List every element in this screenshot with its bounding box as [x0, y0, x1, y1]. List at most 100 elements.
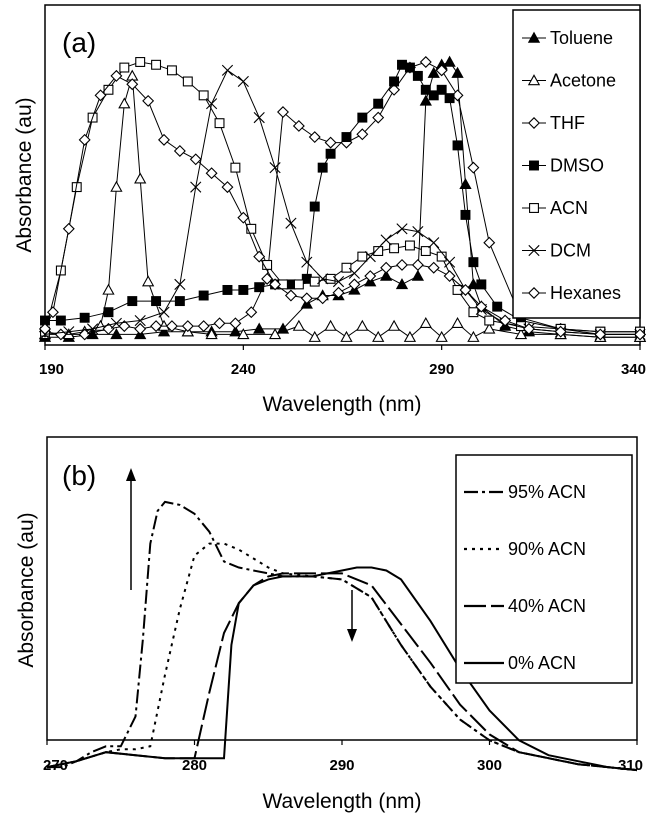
legend-label: 40% ACN — [508, 596, 586, 616]
panel-b-x-ticks: 270 280 290 300 310 — [43, 740, 643, 774]
legend-item-40-acn: 40% ACN — [464, 596, 586, 616]
data-point-acn — [166, 65, 177, 76]
data-point-hexanes — [142, 94, 155, 107]
panel-a-series — [38, 55, 647, 342]
data-point-thf — [165, 320, 178, 333]
data-point-hexanes — [269, 278, 282, 291]
data-point-acetone — [356, 319, 369, 331]
data-point-toluene — [451, 66, 464, 78]
data-point-dcm — [110, 317, 122, 329]
panel-b-tick-label: 270 — [43, 757, 68, 774]
data-point-hexanes — [443, 270, 456, 283]
data-point-hexanes — [332, 286, 345, 299]
data-point-thf — [324, 136, 337, 149]
legend-item-hexanes: Hexanes — [522, 283, 621, 303]
data-point-dmso — [404, 62, 415, 73]
data-point-hexanes — [253, 250, 266, 263]
data-point-dcm — [396, 223, 408, 235]
data-point-dmso — [412, 70, 423, 81]
legend-item-acn: ACN — [522, 198, 588, 218]
data-point-hexanes — [396, 258, 408, 271]
legend-label: Toluene — [550, 28, 613, 48]
data-point-thf — [229, 317, 242, 330]
data-point-toluene — [419, 94, 432, 106]
data-point-acetone — [237, 328, 250, 340]
data-point-hexanes — [300, 292, 313, 305]
data-point-thf — [292, 119, 305, 132]
data-point-toluene — [443, 55, 456, 67]
data-point-hexanes — [475, 300, 488, 313]
data-point-acetone — [118, 97, 131, 109]
data-point-hexanes — [46, 306, 59, 319]
data-point-dmso — [174, 296, 185, 307]
data-point-dcm — [190, 181, 202, 193]
data-point-dmso — [79, 312, 90, 323]
up-arrow-icon — [126, 468, 136, 481]
data-point-hexanes — [380, 261, 393, 274]
data-point-dcm — [63, 326, 75, 338]
data-point-hexanes — [110, 69, 123, 82]
data-point-thf — [245, 306, 258, 319]
data-point-dmso — [357, 112, 368, 123]
data-point-hexanes — [189, 153, 202, 166]
data-point-hexanes — [459, 283, 472, 296]
legend-label: 90% ACN — [508, 539, 586, 559]
data-point-dmso — [254, 282, 265, 293]
panel-b-arrows — [126, 468, 357, 642]
data-point-dmso — [151, 296, 162, 307]
legend-marker — [527, 31, 541, 43]
data-point-dmso — [452, 140, 463, 151]
data-point-acn — [357, 251, 368, 262]
data-point-thf — [419, 56, 432, 68]
data-point-acn — [468, 307, 479, 318]
data-point-dmso — [341, 132, 352, 143]
data-point-toluene — [229, 325, 242, 337]
legend-marker — [527, 74, 541, 86]
data-point-dcm — [332, 276, 345, 288]
series-line-acetone — [45, 75, 640, 338]
data-point-acn — [151, 59, 162, 70]
data-point-hexanes — [554, 325, 567, 338]
series-line-hexanes — [44, 75, 640, 335]
data-point-hexanes — [221, 181, 234, 194]
panel-a-tick-label: 290 — [429, 361, 454, 378]
data-point-thf — [134, 322, 147, 335]
data-point-dcm — [269, 162, 281, 174]
data-point-toluene — [379, 269, 393, 281]
data-point-acetone — [483, 322, 496, 334]
legend-label: Acetone — [550, 71, 616, 91]
data-point-dcm — [253, 112, 265, 124]
data-point-dcm — [285, 217, 297, 229]
data-point-hexanes — [158, 133, 170, 146]
data-point-acn — [309, 276, 320, 287]
series-acn — [40, 57, 645, 337]
data-point-hexanes — [284, 289, 297, 302]
data-point-acetone — [403, 330, 417, 342]
series-line-90-acn — [46, 542, 638, 772]
data-point-acn — [246, 223, 257, 234]
panel-b-xlabel: Wavelength (nm) — [262, 790, 421, 813]
data-point-dmso — [389, 76, 400, 87]
data-point-acetone — [387, 319, 401, 331]
legend-label: DMSO — [550, 156, 604, 176]
data-point-dcm — [412, 225, 424, 238]
panel-a-ylabel: Absorbance (au) — [13, 97, 36, 252]
data-point-acetone — [268, 328, 282, 340]
data-point-thf — [213, 317, 226, 330]
data-point-dmso — [444, 93, 455, 104]
data-point-toluene — [157, 325, 171, 337]
data-point-acn — [230, 162, 241, 173]
data-point-acetone — [141, 275, 155, 287]
data-point-hexanes — [126, 78, 139, 91]
data-point-dmso — [373, 98, 384, 109]
data-point-toluene — [459, 177, 472, 190]
data-point-dcm — [317, 273, 329, 285]
legend-marker — [528, 287, 540, 299]
data-point-acn — [262, 259, 273, 270]
data-point-dcm — [221, 64, 234, 76]
data-point-acetone — [205, 328, 218, 340]
data-point-hexanes — [78, 133, 91, 146]
data-point-dmso — [468, 257, 479, 268]
legend-item-thf: THF — [522, 113, 585, 133]
data-point-acn — [404, 240, 415, 251]
